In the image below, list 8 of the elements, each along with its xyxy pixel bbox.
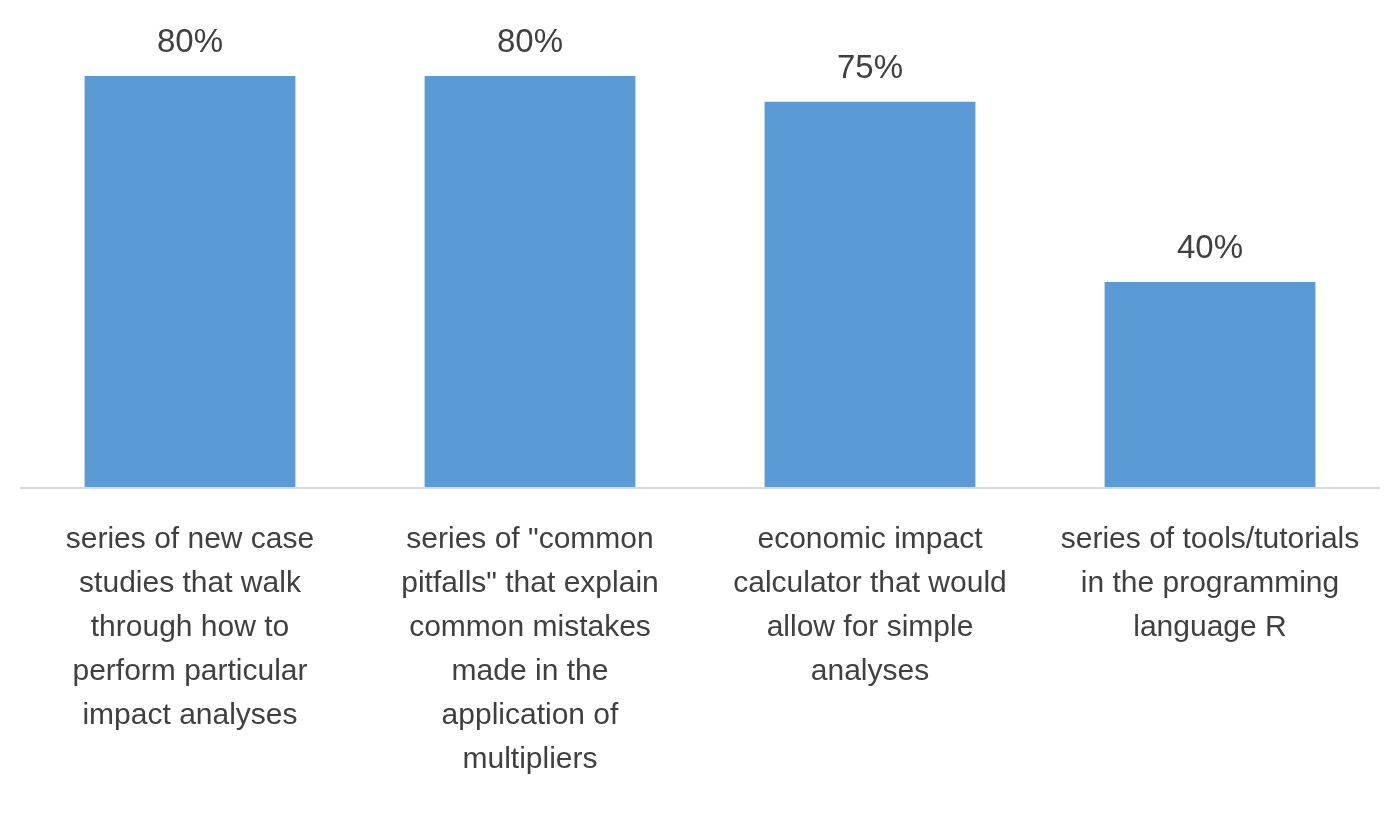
x-tick-label: series of new case studies that walk through how to perform particular impact analyses xyxy=(65,521,315,730)
x-tick-label: economic impact calculator that would allow for simple analyses xyxy=(733,521,1007,686)
data-label: 75% xyxy=(836,47,904,85)
x-tick-label: series of tools/tutorials in the programming language R xyxy=(1060,521,1360,642)
data-label: 80% xyxy=(156,21,224,59)
x-tick-label: series of "common pitfalls" that explain common mistakes made in the application of multipliers xyxy=(401,521,659,774)
data-label: 40% xyxy=(1176,227,1244,265)
data-label: 80% xyxy=(496,21,564,59)
